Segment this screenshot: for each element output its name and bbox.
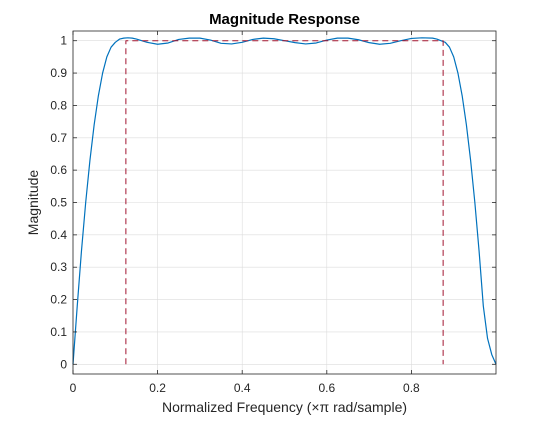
x-tick-label: 0.4 [234, 381, 251, 395]
x-tick-label: 0 [70, 381, 77, 395]
y-tick-label: 0.4 [50, 228, 67, 242]
series-layer [72, 37, 497, 365]
y-tick-label: 0.6 [50, 163, 67, 177]
x-axis-label: Normalized Frequency (×π rad/sample) [162, 399, 407, 415]
x-tick-label: 0.6 [318, 381, 335, 395]
y-tick-label: 0.3 [50, 260, 67, 274]
y-tick-label: 0.7 [50, 131, 67, 145]
chart-title: Magnitude Response [209, 11, 360, 28]
y-tick-label: 0.5 [50, 196, 67, 210]
y-tick-label: 0.9 [50, 66, 67, 80]
y-tick-label: 1 [60, 34, 67, 48]
x-tick-label: 0.8 [403, 381, 420, 395]
y-axis-label: Magnitude [25, 170, 41, 236]
x-tick-label: 0.2 [149, 381, 166, 395]
y-tick-label: 0 [60, 357, 67, 371]
y-tick-label: 0.2 [50, 293, 67, 307]
ticks: 0 0.2 0.4 0.6 0.8 0 0.1 0.2 0.3 0.4 0.5 0.6 0.7 0.8 0.… [50, 31, 496, 395]
y-tick-label: 0.8 [50, 98, 67, 112]
y-tick-label: 0.1 [50, 325, 67, 339]
spec-dashed-line [125, 40, 444, 365]
